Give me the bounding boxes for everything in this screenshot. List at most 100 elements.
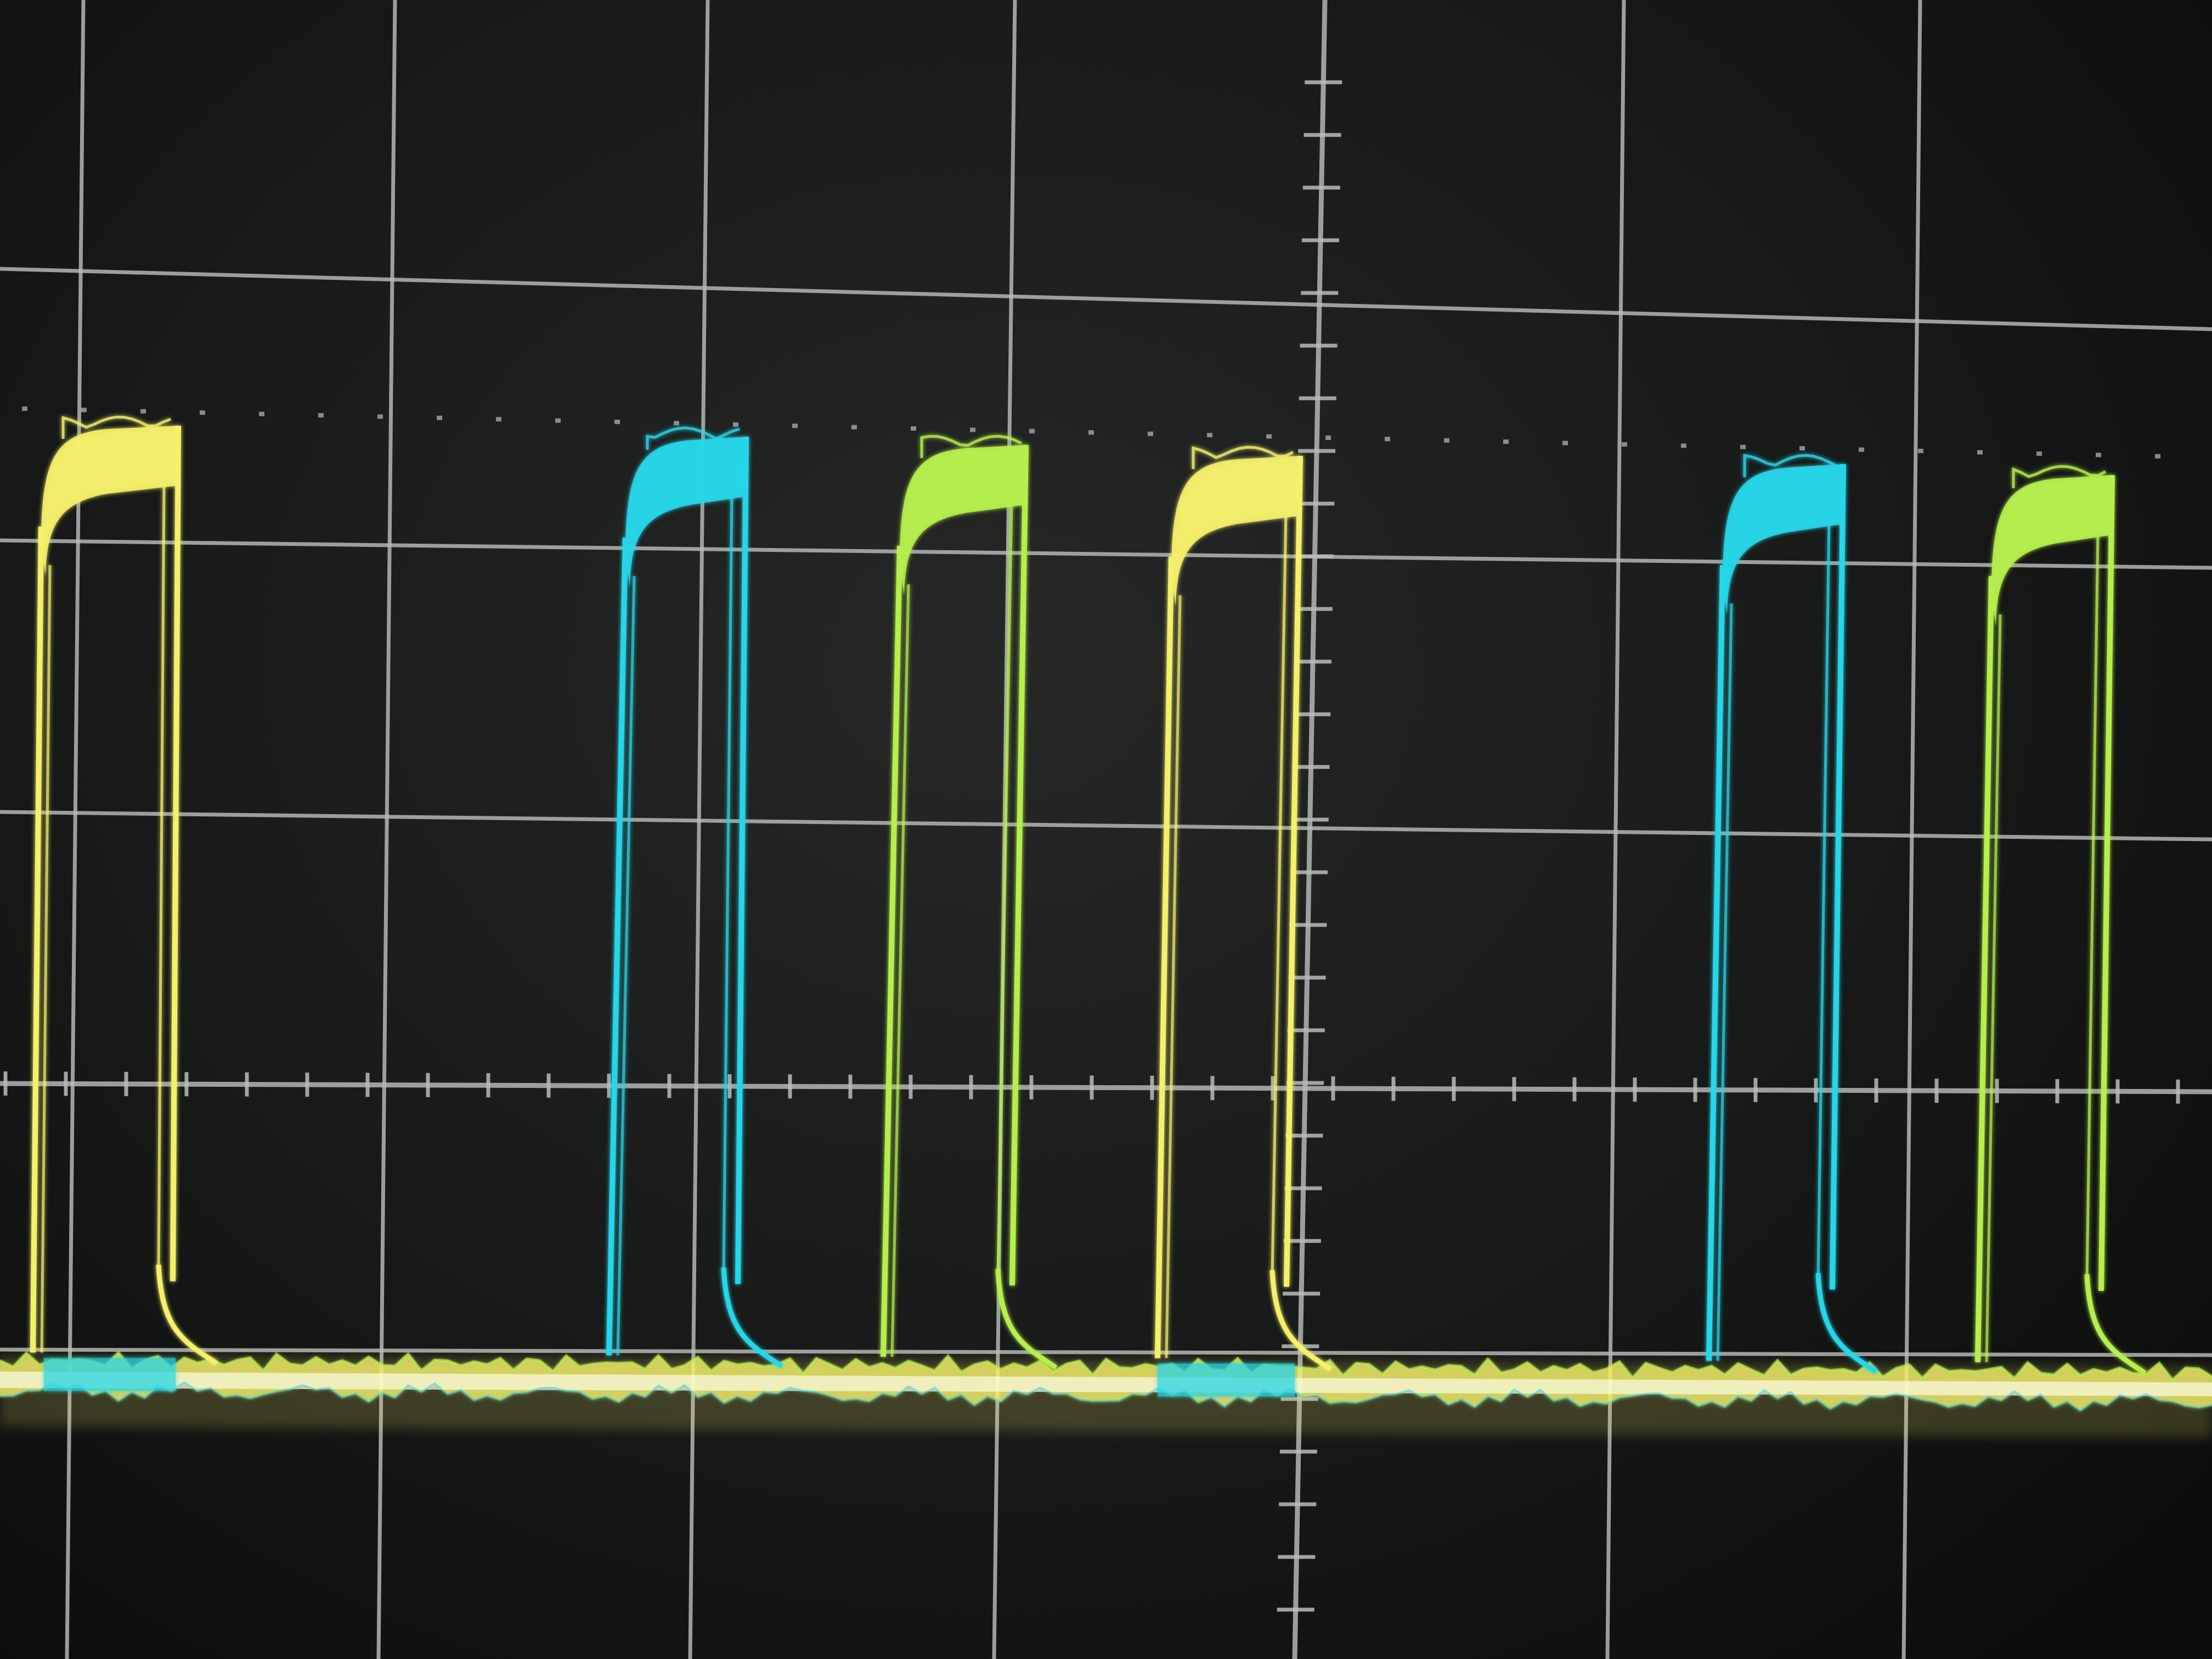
grid-horizontal-line	[0, 538, 2212, 570]
grid-dot	[970, 427, 975, 432]
grid-dot	[259, 411, 264, 416]
pulse-decay-tail	[2084, 1274, 2147, 1375]
grid-horizontal-line	[0, 267, 2212, 331]
grid-dot	[318, 413, 324, 417]
grid-dot	[1444, 438, 1449, 443]
pulse-falling-edge	[1830, 464, 1846, 1290]
grid-dot	[1681, 443, 1686, 448]
grid-horizontal-line	[0, 810, 2212, 842]
pulse-plateau	[1171, 456, 1300, 606]
pulse-decay-tail	[1269, 1270, 1332, 1372]
grid-dot	[1859, 447, 1864, 452]
grid-dot	[200, 410, 205, 415]
pulse-noise-top	[1743, 454, 1838, 477]
pulse-rising-edge	[606, 537, 628, 1356]
grid-dot	[614, 420, 620, 424]
pulse-noise-top	[1192, 445, 1294, 469]
pulse-noise-top	[61, 415, 171, 439]
pulse-noise-top	[2012, 465, 2107, 488]
pulse-decay-tail	[156, 1265, 218, 1366]
pulse-rising-edge-echo	[40, 565, 52, 1353]
grid-dot	[22, 406, 27, 411]
grid-dot	[1740, 444, 1746, 449]
grid-dot	[1088, 430, 1094, 435]
grid-dot	[555, 418, 561, 423]
grid-dot	[1503, 439, 1509, 444]
grid-horizontal-line	[0, 1081, 2212, 1094]
baseline-noise-band	[0, 1350, 2212, 1437]
baseline-cyan-patch	[44, 1358, 176, 1391]
pulse-decay-tail	[1815, 1273, 1878, 1374]
pulse-plateau	[41, 426, 178, 576]
pulse-rising-edge	[1155, 556, 1174, 1358]
grid-dot	[674, 421, 679, 426]
pulse-falling-edge	[1284, 455, 1303, 1287]
grid-horizontal-line	[0, 1347, 2212, 1357]
pulse-noise-top	[920, 435, 1023, 458]
pulse-rising-edge-echo	[616, 575, 636, 1356]
grid-dot	[1148, 431, 1153, 436]
pulse-cyan	[1706, 454, 1878, 1374]
pulse-cyan	[606, 426, 783, 1369]
pulse-plateau	[1723, 464, 1843, 614]
pulse-rising-edge-echo	[1165, 595, 1182, 1358]
grid-dot	[437, 415, 442, 420]
grid-dot	[496, 417, 501, 422]
grid-dot	[1918, 449, 1923, 454]
pulse-plateau	[900, 445, 1026, 595]
pulse-plateau	[1991, 475, 2112, 625]
pulse-decay-tail	[721, 1267, 783, 1369]
pulse-falling-edge	[2098, 475, 2115, 1291]
grid-dot	[792, 424, 798, 428]
grid-dot	[851, 425, 857, 430]
pulse-rising-edge	[30, 526, 44, 1353]
grid-dot	[1029, 428, 1035, 433]
grid-dot	[1799, 446, 1805, 451]
grid-dot	[1385, 437, 1390, 442]
grid-dot	[81, 408, 87, 413]
pulse-yellow	[1155, 445, 1332, 1372]
pulse-rising-edge-echo	[1716, 603, 1733, 1361]
pulse-rising-edge	[881, 545, 902, 1357]
pulse-falling-edge-echo	[1816, 521, 1831, 1279]
pulse-falling-edge-echo	[996, 501, 1013, 1275]
grid-dot	[1562, 441, 1568, 445]
pulse-green	[1975, 465, 2147, 1375]
pulse-rising-edge-echo	[1985, 614, 2002, 1362]
pulse-falling-edge	[735, 436, 749, 1284]
pulse-falling-edge-echo	[722, 493, 733, 1273]
pulse-plateau	[625, 437, 746, 587]
grid-dot	[911, 426, 916, 431]
baseline-core	[0, 1372, 2212, 1396]
pulse-green	[881, 435, 1058, 1370]
pulse-falling-edge	[170, 425, 181, 1282]
pulse-falling-edge-echo	[157, 482, 166, 1271]
grid-dot	[733, 422, 738, 427]
grid-dot	[1977, 450, 1983, 455]
grid-dot	[140, 409, 146, 414]
pulse-falling-edge	[1009, 444, 1029, 1286]
pulse-rising-edge-echo	[890, 584, 910, 1357]
grid-dot	[1622, 442, 1627, 447]
grid-dot	[2096, 453, 2101, 458]
pulse-falling-edge-echo	[1271, 512, 1288, 1276]
grid-dot	[1207, 433, 1212, 438]
waveform-pulses	[30, 415, 2147, 1375]
grid-dot	[1325, 435, 1331, 440]
grid-dot	[2036, 451, 2042, 456]
grid-dot	[1266, 434, 1272, 439]
pulse-rising-edge	[1975, 575, 1994, 1362]
pulse-falling-edge-echo	[2085, 532, 2100, 1280]
baseline-cyan-fringe	[0, 1381, 2212, 1412]
pulse-noise-top	[646, 426, 740, 450]
pulse-yellow	[30, 415, 218, 1366]
pulse-rising-edge	[1706, 565, 1725, 1361]
grid-dot	[2155, 454, 2160, 459]
baseline-green-fringe	[0, 1350, 2212, 1383]
grid-dot	[377, 414, 383, 419]
pulse-decay-tail	[995, 1268, 1058, 1370]
baseline-cyan-patch	[1158, 1363, 1295, 1397]
